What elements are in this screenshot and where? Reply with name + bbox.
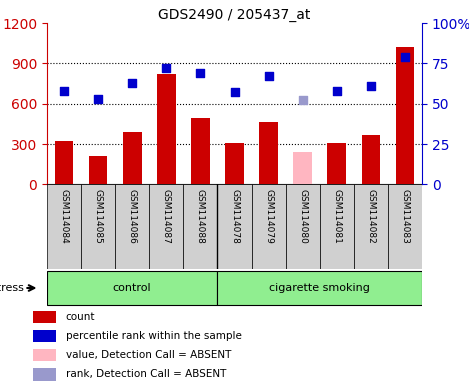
Text: GSM114082: GSM114082: [366, 189, 376, 243]
Text: rank, Detection Call = ABSENT: rank, Detection Call = ABSENT: [66, 369, 226, 379]
Bar: [157, 74, 176, 184]
Text: GSM114083: GSM114083: [401, 189, 409, 243]
Bar: [362, 135, 380, 184]
Text: value, Detection Call = ABSENT: value, Detection Call = ABSENT: [66, 350, 231, 360]
Text: GSM114088: GSM114088: [196, 189, 205, 243]
Bar: [33, 368, 56, 381]
Point: [401, 54, 409, 60]
Text: GSM114079: GSM114079: [264, 189, 273, 243]
Text: GSM114087: GSM114087: [162, 189, 171, 243]
Bar: [293, 152, 312, 184]
Bar: [123, 132, 142, 184]
Text: GSM114080: GSM114080: [298, 189, 307, 243]
Bar: [251, 184, 286, 269]
Bar: [320, 184, 354, 269]
Text: GSM114086: GSM114086: [128, 189, 136, 243]
Bar: [149, 184, 183, 269]
Bar: [286, 184, 320, 269]
Bar: [33, 330, 56, 342]
Bar: [47, 271, 218, 305]
Point: [231, 89, 238, 96]
Text: GSM114078: GSM114078: [230, 189, 239, 243]
Point: [265, 73, 272, 79]
Text: control: control: [113, 283, 151, 293]
Point: [94, 96, 102, 102]
Bar: [327, 142, 346, 184]
Title: GDS2490 / 205437_at: GDS2490 / 205437_at: [159, 8, 310, 22]
Bar: [33, 311, 56, 323]
Text: stress: stress: [0, 283, 24, 293]
Text: GSM114084: GSM114084: [60, 189, 68, 243]
Bar: [218, 271, 422, 305]
Bar: [218, 184, 251, 269]
Point: [299, 98, 306, 104]
Bar: [89, 156, 107, 184]
Text: cigarette smoking: cigarette smoking: [269, 283, 370, 293]
Point: [197, 70, 204, 76]
Bar: [354, 184, 388, 269]
Point: [367, 83, 375, 89]
Bar: [81, 184, 115, 269]
Bar: [388, 184, 422, 269]
Bar: [115, 184, 149, 269]
Bar: [33, 349, 56, 361]
Text: count: count: [66, 312, 95, 322]
Bar: [191, 118, 210, 184]
Bar: [225, 143, 244, 184]
Bar: [183, 184, 218, 269]
Bar: [259, 122, 278, 184]
Point: [163, 65, 170, 71]
Point: [333, 88, 340, 94]
Text: GSM114081: GSM114081: [333, 189, 341, 243]
Text: GSM114085: GSM114085: [93, 189, 103, 243]
Point: [60, 88, 68, 94]
Point: [129, 79, 136, 86]
Bar: [54, 141, 73, 184]
Bar: [47, 184, 81, 269]
Text: percentile rank within the sample: percentile rank within the sample: [66, 331, 242, 341]
Bar: [396, 47, 415, 184]
